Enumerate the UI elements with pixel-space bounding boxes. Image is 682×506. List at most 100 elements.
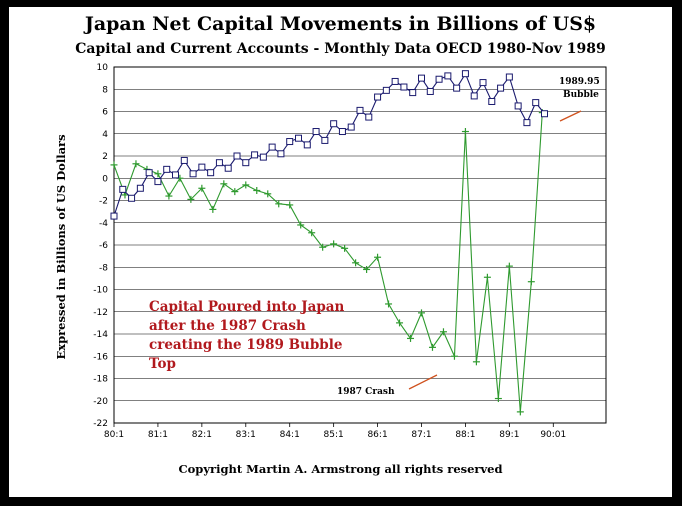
blue-series-point bbox=[251, 151, 259, 159]
blue-series-point bbox=[295, 134, 302, 142]
green-series-point bbox=[132, 160, 140, 168]
blue-series-point bbox=[400, 83, 408, 91]
green-series-point bbox=[483, 273, 491, 281]
green-series-point bbox=[450, 352, 458, 360]
annotation-line-3: creating the 1989 Bubble bbox=[149, 337, 342, 353]
green-series-point bbox=[187, 195, 195, 203]
blue-series-point bbox=[207, 169, 215, 177]
blue-series-point bbox=[286, 138, 294, 146]
green-series-point bbox=[231, 188, 239, 196]
green-series-point bbox=[407, 334, 415, 342]
green-series-point bbox=[209, 205, 217, 213]
green-series-point bbox=[154, 170, 162, 178]
green-series-point bbox=[110, 161, 118, 169]
green-series-point bbox=[494, 395, 502, 403]
y-tick-label: 2 bbox=[102, 152, 108, 162]
blue-series-point bbox=[110, 212, 118, 220]
blue-series-point bbox=[119, 185, 127, 193]
chart-title: Japan Net Capital Movements in Billions … bbox=[84, 13, 597, 35]
x-tick-label: 89:1 bbox=[499, 430, 519, 440]
y-tick-label: 10 bbox=[97, 63, 109, 73]
grid-lines bbox=[114, 66, 606, 424]
blue-series-point bbox=[356, 106, 364, 114]
blue-series-point bbox=[321, 136, 329, 144]
y-tick-label: -8 bbox=[99, 263, 108, 273]
blue-series-point bbox=[338, 128, 346, 136]
copyright: Copyright Martin A. Armstrong all rights… bbox=[178, 462, 503, 476]
x-tick-label: 83:1 bbox=[236, 430, 256, 440]
blue-series-point bbox=[409, 89, 417, 97]
blue-series-point bbox=[497, 84, 505, 92]
bubble-year-label: 1989.95 bbox=[559, 77, 600, 87]
blue-series-point bbox=[365, 113, 373, 121]
blue-series-point bbox=[259, 153, 267, 161]
green-series-point bbox=[165, 192, 173, 200]
blue-series-point bbox=[479, 79, 487, 87]
green-series-point bbox=[472, 358, 480, 366]
blue-series-point bbox=[180, 156, 188, 164]
x-tick-label: 84:1 bbox=[280, 430, 300, 440]
blue-series-point bbox=[435, 75, 443, 83]
crash-arrow bbox=[408, 374, 438, 390]
blue-series-point bbox=[347, 123, 355, 131]
green-series-point bbox=[374, 253, 382, 261]
y-tick-label: 4 bbox=[102, 130, 108, 140]
plot-area bbox=[113, 66, 607, 424]
green-series-point bbox=[319, 243, 327, 251]
y-tick-label: -4 bbox=[99, 219, 108, 229]
y-tick-label: 0 bbox=[102, 174, 108, 184]
blue-series-point bbox=[136, 184, 144, 192]
green-series-point bbox=[418, 309, 425, 317]
x-tick-label: 90:01 bbox=[540, 430, 566, 440]
green-series-point bbox=[527, 278, 535, 286]
x-tick-label: 86:1 bbox=[367, 430, 387, 440]
blue-series-point bbox=[523, 119, 531, 127]
blue-series-line bbox=[113, 72, 545, 217]
green-series-point bbox=[505, 262, 513, 270]
x-tick-label: 82:1 bbox=[192, 430, 212, 440]
y-tick-label: -20 bbox=[93, 397, 108, 407]
blue-series-point bbox=[189, 170, 197, 178]
blue-series-point bbox=[374, 93, 382, 101]
y-axis-label: Expressed in Billions of US Dollars bbox=[54, 134, 68, 359]
blue-series-point bbox=[154, 178, 162, 186]
blue-series-point bbox=[198, 163, 206, 171]
blue-series-point bbox=[145, 169, 153, 177]
x-tick-label: 81:1 bbox=[148, 430, 168, 440]
blue-series-point bbox=[505, 73, 513, 81]
blue-series-point bbox=[268, 143, 276, 151]
x-tick-label: 88:1 bbox=[455, 430, 475, 440]
green-series-point bbox=[385, 300, 393, 308]
y-tick-label: -12 bbox=[93, 308, 108, 318]
blue-series-point bbox=[277, 150, 285, 158]
y-tick-label: -18 bbox=[93, 375, 108, 385]
y-tick-label: 6 bbox=[102, 108, 108, 118]
series-blue bbox=[110, 70, 548, 220]
blue-series-point bbox=[303, 141, 311, 149]
chart-frame: Japan Net Capital Movements in Billions … bbox=[9, 7, 672, 497]
annotation-line-4: Top bbox=[149, 356, 176, 372]
blue-series-point bbox=[330, 120, 338, 128]
green-series-point bbox=[341, 244, 349, 252]
x-tick-label: 87:1 bbox=[411, 430, 431, 440]
blue-series-point bbox=[514, 102, 522, 110]
x-tick-label: 85:1 bbox=[324, 430, 344, 440]
green-series-point bbox=[330, 240, 338, 248]
annotation-line-2: after the 1987 Crash bbox=[149, 318, 306, 334]
blue-series-point bbox=[453, 84, 461, 92]
blue-series-point bbox=[242, 159, 250, 167]
blue-series-point bbox=[418, 74, 425, 82]
green-series-point bbox=[516, 408, 524, 416]
blue-series-point bbox=[224, 164, 232, 172]
blue-series-point bbox=[215, 159, 223, 167]
bubble-arrow bbox=[559, 110, 582, 122]
blue-series-point bbox=[488, 97, 496, 105]
green-series-point bbox=[220, 180, 228, 188]
green-series-line bbox=[113, 112, 543, 412]
series-green bbox=[110, 109, 546, 416]
chart-subtitle: Capital and Current Accounts - Monthly D… bbox=[75, 41, 606, 57]
y-tick-label: -10 bbox=[93, 286, 108, 296]
y-axis-ticks: 10 8 6 4 2 0 -2 -4 -6 -8 -10 -12 -14 -16 -18 -20 -22 bbox=[93, 63, 108, 429]
green-series-point bbox=[275, 200, 283, 208]
x-axis-ticks: 80:1 81:1 82:1 83:1 84:1 85:1 86:1 87:1 88:1 89:1… bbox=[104, 423, 566, 440]
